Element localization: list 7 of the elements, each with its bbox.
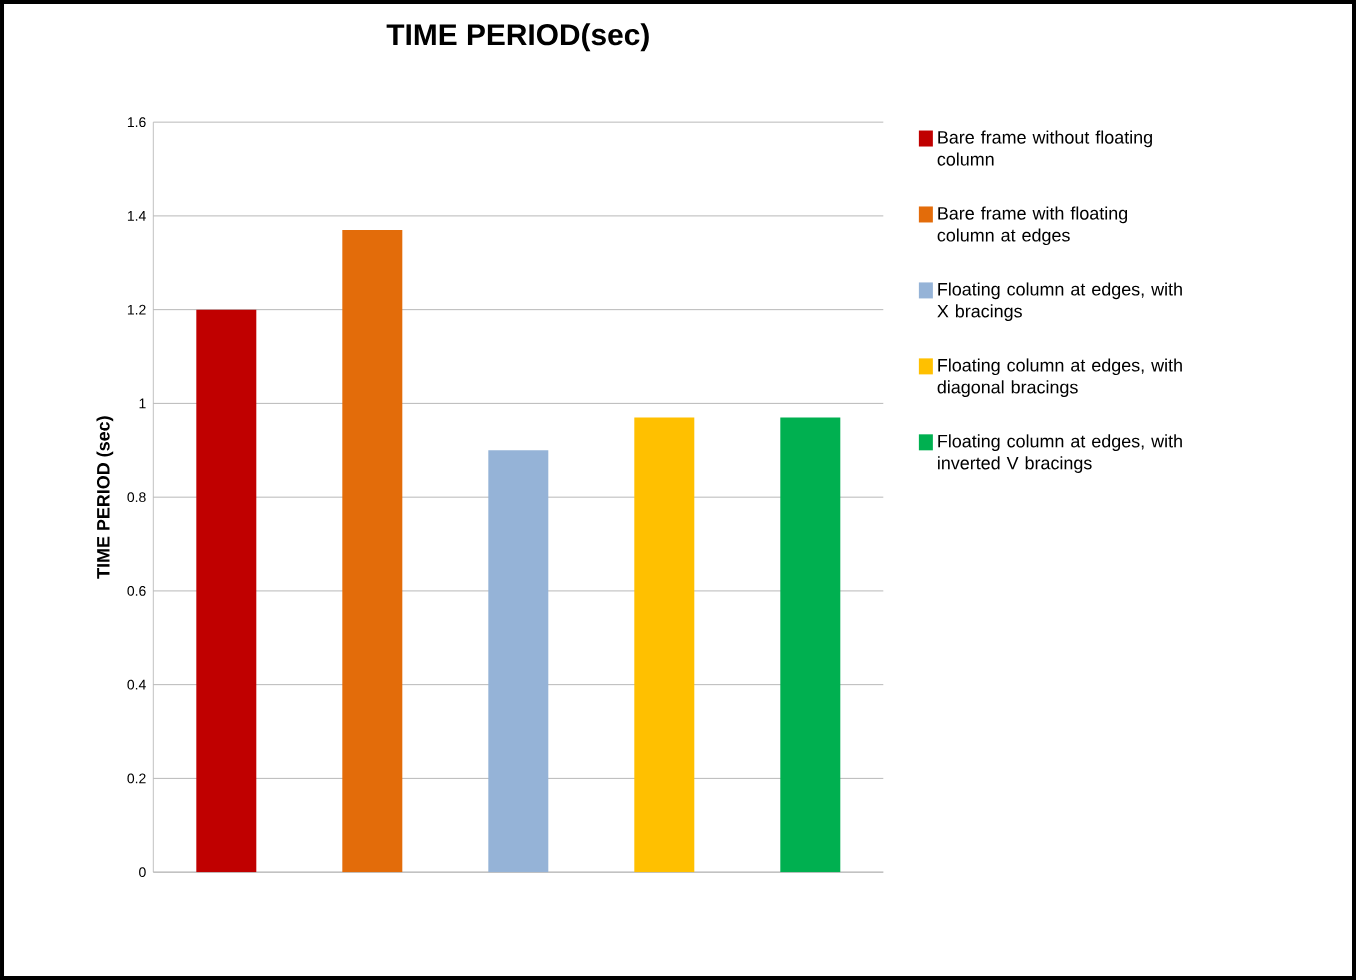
- legend-label: Floating column at edges, with X bracings: [937, 282, 1182, 322]
- y-axis-title: TIME PERIOD (sec): [96, 416, 114, 579]
- legend-label: Floating column at edges, with inverted V bracings: [938, 434, 1182, 473]
- legend-label: Floating column at edges, with diagonal bracings: [937, 358, 1182, 398]
- legend-label: Bare frame without floating column: [937, 130, 1152, 166]
- legend-label: Bare frame with floating column at edges: [937, 206, 1128, 246]
- chart-title: TIME PERIOD(sec): [386, 23, 649, 52]
